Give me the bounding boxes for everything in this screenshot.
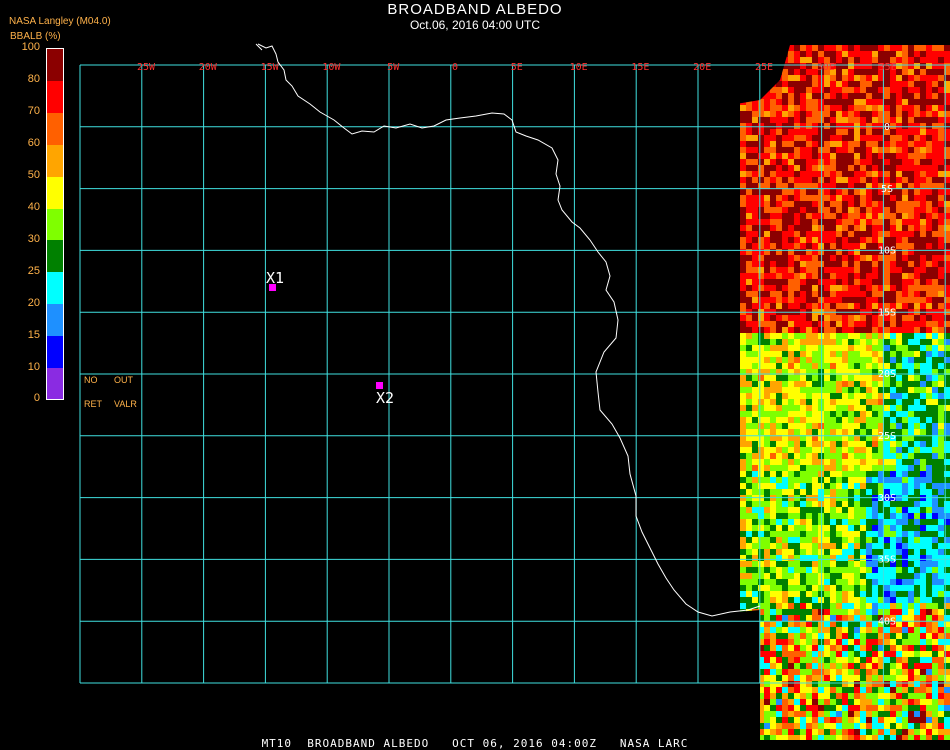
colorbar xyxy=(46,48,64,400)
colorbar-bin xyxy=(47,271,63,305)
colorbar-tick-label: 80 xyxy=(27,73,40,85)
colorbar-label: BBALB (%) xyxy=(10,31,61,42)
longitude-label: 25E xyxy=(755,62,773,73)
colorbar-tick-label: 40 xyxy=(27,201,40,213)
marker-label: X2 xyxy=(376,389,394,407)
longitude-label: 15W xyxy=(261,62,280,73)
colorbar-bin xyxy=(47,112,63,145)
colorbar-bin xyxy=(47,239,63,273)
latitude-label: 25S xyxy=(878,431,896,442)
latitude-label: 5S xyxy=(881,184,893,195)
longitude-label: 10E xyxy=(570,62,588,73)
colorbar-bin xyxy=(47,208,63,241)
status-out: OUT xyxy=(114,375,133,385)
longitude-label: 20E xyxy=(693,62,711,73)
marker-point xyxy=(376,382,383,389)
longitude-label: 5W xyxy=(387,62,400,73)
colorbar-tick-label: 100 xyxy=(21,41,40,53)
colorbar-tick-label: 20 xyxy=(27,297,40,309)
latitude-label: 30S xyxy=(878,493,896,504)
longitude-label: 20W xyxy=(199,62,218,73)
colorbar-tick-label: 60 xyxy=(27,137,40,149)
colorbar-bin xyxy=(47,176,63,209)
colorbar-tick-label: 70 xyxy=(27,105,40,117)
status-valr: VALR xyxy=(114,399,137,409)
longitude-label: 10W xyxy=(322,62,341,73)
colorbar-bin xyxy=(47,367,63,400)
colorbar-bin xyxy=(47,335,63,368)
marker-point xyxy=(269,284,276,291)
longitude-label: 25W xyxy=(137,62,156,73)
lat-lon-grid: 25W 20W 15W 10W 5W 0 5E 10E 15E 20E 25E 30E 35E 0 5S 10… xyxy=(79,62,950,684)
latitude-label: 10S xyxy=(878,246,896,257)
colorbar-bin xyxy=(47,49,63,82)
longitude-label: 30E xyxy=(817,62,835,73)
status-ret: RET xyxy=(84,399,102,409)
colorbar-tick-label: 15 xyxy=(27,329,40,341)
coastline xyxy=(257,43,761,617)
longitude-label: 5E xyxy=(511,62,523,73)
colorbar-tick-label: 0 xyxy=(33,392,40,404)
map-subtitle: Oct.06, 2016 04:00 UTC xyxy=(409,18,541,32)
colorbar-bin xyxy=(47,80,63,114)
latitude-label: 40S xyxy=(878,616,896,627)
colorbar-tick-label: 10 xyxy=(27,361,40,373)
latitude-label: 15S xyxy=(878,307,896,318)
coastline-north-tip xyxy=(255,43,263,51)
status-no: NO xyxy=(84,375,98,385)
longitude-label: 35E xyxy=(879,62,897,73)
longitude-label: 0 xyxy=(452,62,458,73)
latitude-label: 20S xyxy=(878,369,896,380)
albedo-data-field xyxy=(740,45,950,740)
colorbar-tick-label: 25 xyxy=(27,265,40,277)
source-label: NASA Langley (M04.0) xyxy=(9,16,111,27)
colorbar-bin xyxy=(47,144,63,177)
map-title: BROADBAND ALBEDO xyxy=(387,1,563,18)
longitude-label: 15E xyxy=(631,62,649,73)
latitude-label: 0 xyxy=(884,122,890,133)
map-footer: MT10 BROADBAND ALBEDO OCT 06, 2016 04:00… xyxy=(261,737,689,750)
colorbar-bin xyxy=(47,303,63,336)
latitude-label: 35S xyxy=(878,555,896,566)
colorbar-tick-label: 30 xyxy=(27,233,40,245)
colorbar-tick-label: 50 xyxy=(27,169,40,181)
marker-label: X1 xyxy=(266,269,284,287)
markers-layer: X1 X2 xyxy=(266,269,394,407)
